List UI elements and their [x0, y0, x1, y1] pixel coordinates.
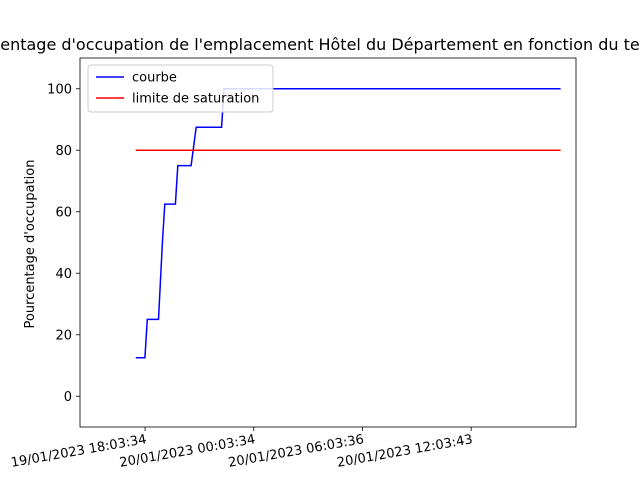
- y-tick-label: 80: [55, 144, 72, 159]
- legend-box: [87, 64, 274, 113]
- legend-label-2: limite de saturation: [132, 92, 259, 107]
- y-tick-label: 40: [55, 267, 72, 282]
- y-tick-label: 20: [55, 328, 72, 343]
- y-tick-label: 100: [47, 82, 72, 97]
- chart-title: Pourcentage d'occupation de l'emplacemen…: [0, 35, 640, 54]
- series-line-1: [135, 88, 561, 359]
- axes-frame: [79, 57, 577, 428]
- y-tick-label: 0: [64, 390, 72, 405]
- y-axis-label: Pourcentage d'occupation: [23, 160, 38, 329]
- y-tick-label: 60: [55, 205, 72, 220]
- legend-label-1: courbe: [132, 71, 177, 86]
